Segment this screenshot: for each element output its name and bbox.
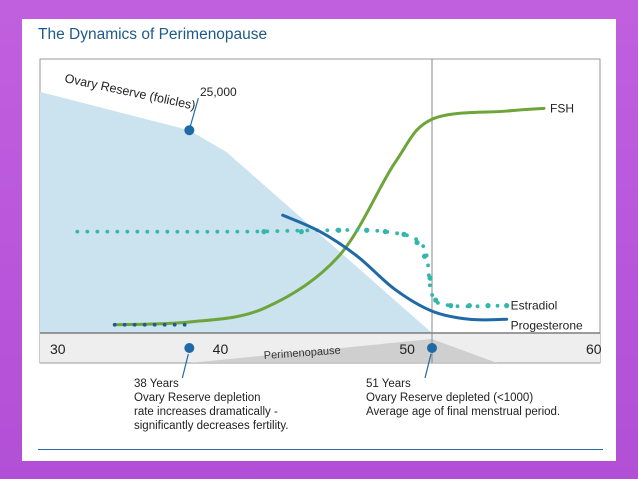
note-38-line: rate increases dramatically -: [134, 406, 278, 418]
perimenopause-label: Perimenopause: [263, 345, 341, 362]
note-38-years: 38 Years Ovary Reserve depletion rate in…: [134, 377, 288, 433]
count-25000-label: 25,000: [200, 85, 237, 99]
series-dot: [235, 229, 240, 234]
series-dot: [112, 322, 117, 327]
series-dot: [205, 229, 210, 234]
estradiol-marker: [382, 229, 388, 235]
progesterone-label: Progesterone: [511, 318, 583, 332]
series-dot: [165, 229, 170, 234]
note-51-years: 51 Years Ovary Reserve depleted (<1000) …: [366, 377, 560, 419]
series-dot: [75, 229, 80, 234]
series-dot: [295, 228, 300, 233]
series-line-fsh: [113, 106, 546, 327]
series-dot: [475, 304, 480, 309]
series-dot: [95, 229, 100, 234]
series-dot: [85, 229, 90, 234]
estradiol-marker: [364, 227, 370, 233]
series-dot: [152, 322, 157, 327]
series-dot: [132, 322, 137, 327]
estradiol-marker: [298, 229, 304, 235]
ovary-reserve-area: [40, 91, 432, 333]
x-tick-label: 30: [50, 341, 66, 357]
marker-dot: [184, 125, 195, 136]
x-tick-label: 40: [213, 341, 229, 357]
estradiol-marker: [261, 229, 267, 235]
series-dot: [255, 229, 260, 234]
estradiol-marker: [485, 303, 491, 309]
marker-dot: [184, 343, 195, 353]
note-51-title: 51 Years: [366, 378, 411, 390]
note-38-title: 38 Years: [134, 378, 179, 390]
series-dot: [495, 303, 500, 308]
series-dot: [395, 231, 400, 236]
leader-25000: [189, 98, 199, 127]
note-51-line: Ovary Reserve depleted (<1000): [366, 392, 534, 404]
series-dot: [182, 322, 187, 327]
estradiol-marker: [336, 227, 342, 233]
series-dot: [215, 229, 220, 234]
series-dot: [285, 228, 290, 233]
estradiol-marker: [421, 253, 428, 259]
estradiol-marker: [504, 303, 510, 309]
note-51-line: Average age of final menstrual period.: [366, 406, 561, 418]
series-dot: [455, 304, 460, 309]
series-dot: [345, 228, 350, 232]
bottom-rule: [38, 449, 603, 450]
series-dot: [155, 229, 160, 234]
fsh-label: FSH: [550, 101, 574, 115]
series-dot: [275, 229, 280, 234]
series-dot: [105, 229, 110, 234]
estradiol-marker: [448, 303, 454, 309]
perimenopause-wedge: [189, 339, 498, 363]
series-dot: [115, 229, 120, 234]
series-dot: [426, 263, 430, 268]
series-dot: [135, 229, 140, 234]
series-dot: [245, 229, 250, 234]
leader-51: [424, 353, 432, 379]
series-line-progesterone: [281, 213, 509, 322]
series-dot: [145, 229, 150, 234]
series-dot: [421, 244, 426, 249]
series-dot: [375, 228, 380, 233]
series-dot: [142, 322, 147, 327]
series-dot: [162, 322, 167, 327]
series-dot: [172, 322, 177, 327]
series-dot: [125, 229, 130, 234]
series-dot: [195, 229, 200, 234]
marker-dot: [427, 343, 437, 353]
note-38-line: significantly decreases fertility.: [134, 420, 289, 432]
note-38-line: Ovary Reserve depletion: [134, 392, 261, 404]
x-tick-label: 60: [586, 341, 602, 357]
estradiol-marker: [466, 303, 472, 309]
leader-38: [181, 353, 189, 379]
series-dot: [225, 229, 230, 234]
x-tick-label: 50: [399, 341, 415, 357]
slide: The Dynamics of Perimenopause Perimenopa…: [22, 19, 616, 461]
chart-title: The Dynamics of Perimenopause: [38, 26, 268, 43]
series-dot: [305, 228, 310, 233]
series-dot: [325, 228, 330, 233]
series-dot: [175, 229, 180, 234]
estradiol-marker: [427, 275, 433, 281]
estradiol-marker: [433, 297, 439, 303]
estradiol-marker: [401, 231, 407, 237]
series-dot: [427, 283, 432, 288]
series-dot: [185, 229, 190, 234]
series-dot: [430, 293, 435, 297]
series-dot: [122, 322, 127, 327]
estradiol-marker: [414, 239, 420, 246]
estradiol-label: Estradiol: [511, 299, 558, 313]
series-dot: [355, 228, 360, 232]
